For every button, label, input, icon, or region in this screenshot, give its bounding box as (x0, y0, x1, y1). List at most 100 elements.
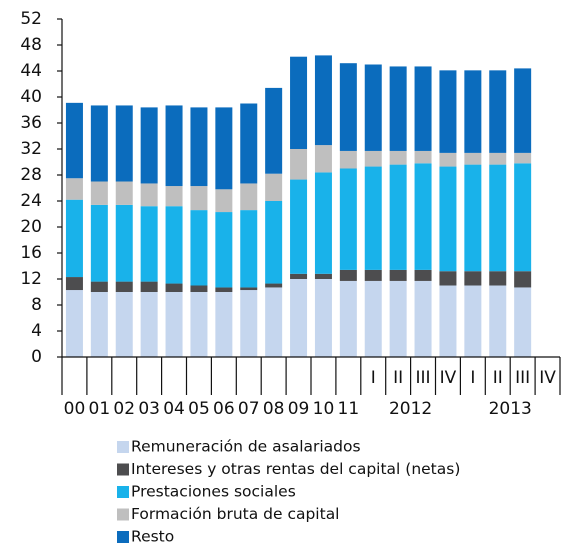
bar-segment (290, 56, 308, 150)
bar-segment (464, 152, 482, 165)
bar-segment (464, 285, 482, 357)
bar-segment (414, 66, 432, 151)
y-tick-label: 8 (31, 295, 42, 315)
bar-segment (339, 150, 357, 169)
y-tick-label: 24 (20, 191, 42, 211)
x-tick-label: 05 (188, 399, 210, 419)
x-tick-label: 06 (213, 399, 235, 419)
bar-segment (290, 279, 308, 357)
bar-segment (364, 280, 382, 357)
bar-segment (314, 279, 332, 357)
bar-segment (414, 269, 432, 281)
bar-segment (314, 145, 332, 173)
bar-segment (90, 204, 108, 282)
bar-segment (190, 210, 208, 286)
y-tick-label: 16 (20, 243, 42, 263)
bar-segment (115, 292, 133, 357)
bar-segment (215, 212, 233, 288)
bar-segment (215, 292, 233, 357)
y-tick-label: 48 (20, 35, 42, 55)
x-tick-label: 02 (113, 399, 135, 419)
bar-segment (215, 107, 233, 190)
x-tick-label: 00 (64, 399, 86, 419)
bar-segment (464, 70, 482, 153)
bar-segment (514, 271, 532, 288)
legend-label: Resto (131, 528, 174, 546)
bar-segment (339, 168, 357, 270)
bar-segment (339, 63, 357, 151)
bar-segment (65, 277, 83, 291)
bar-segment (290, 149, 308, 180)
bar-segment (265, 283, 283, 288)
bar-segment (65, 178, 83, 200)
bar-segment (414, 150, 432, 164)
bar-segment (65, 290, 83, 357)
bar-segment (439, 70, 457, 153)
bar-segment (464, 271, 482, 286)
bar-segment (489, 271, 507, 286)
bar-segment (439, 285, 457, 357)
bar-segment (489, 152, 507, 165)
bar-segment (339, 280, 357, 357)
bar-segment (314, 55, 332, 146)
bar-segment (165, 292, 183, 357)
bar-segment (190, 292, 208, 357)
x-tick-label: II (493, 368, 503, 388)
bar-segment (65, 102, 83, 179)
bar-segment (489, 70, 507, 153)
bar-segment (215, 189, 233, 213)
bar-segment (115, 105, 133, 182)
bar-segment (339, 269, 357, 281)
bar-segment (439, 152, 457, 167)
x-tick-label: 10 (313, 399, 335, 419)
bar-segment (364, 166, 382, 270)
bar-segment (90, 281, 108, 292)
group-label: 2012 (389, 399, 432, 419)
bar-segment (190, 107, 208, 187)
bar-segment (240, 290, 258, 357)
bar-segment (265, 201, 283, 284)
y-tick-label: 4 (31, 321, 42, 341)
y-tick-label: 0 (31, 347, 42, 367)
x-tick-label: IV (440, 368, 457, 388)
bar-segment (514, 68, 532, 153)
x-tick-label: 03 (138, 399, 160, 419)
bar-segment (489, 164, 507, 272)
bar-segment (514, 287, 532, 357)
x-tick-label: 04 (163, 399, 185, 419)
bar-segment (265, 173, 283, 201)
bar-segment (489, 285, 507, 357)
x-tick-label: 01 (89, 399, 111, 419)
bar-segment (314, 273, 332, 279)
bar-segment (265, 287, 283, 357)
bar-segment (389, 150, 407, 165)
bar-segment (215, 287, 233, 292)
bar-segment (240, 103, 258, 184)
x-tick-label: 09 (288, 399, 310, 419)
x-tick-label: I (371, 368, 376, 388)
x-tick-label: III (515, 368, 530, 388)
x-tick-label: 07 (238, 399, 260, 419)
bar-segment (140, 183, 158, 207)
legend-swatch (117, 486, 129, 498)
group-label: 2013 (489, 399, 532, 419)
bar-segment (165, 186, 183, 207)
bar-segment (265, 87, 283, 174)
bar-segment (165, 206, 183, 284)
bar-segment (65, 199, 83, 278)
bar-segment (389, 164, 407, 270)
bar-segment (240, 210, 258, 288)
bar-segment (240, 183, 258, 211)
bar-segment (514, 163, 532, 272)
x-tick-label: 11 (338, 399, 360, 419)
bar-segment (115, 181, 133, 205)
bar-segment (140, 281, 158, 292)
y-tick-label: 20 (20, 217, 42, 237)
x-tick-label: II (393, 368, 403, 388)
bar-segment (140, 292, 158, 357)
legend-swatch (117, 463, 129, 476)
bar-segment (165, 283, 183, 292)
bar-segment (389, 280, 407, 357)
bar-segment (364, 150, 382, 167)
